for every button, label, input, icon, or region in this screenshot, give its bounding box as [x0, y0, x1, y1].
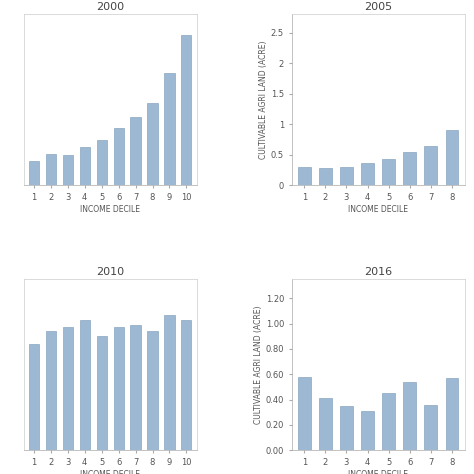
Bar — [403, 382, 416, 450]
Bar — [114, 128, 124, 185]
Bar — [446, 378, 458, 450]
X-axis label: INCOME DECILE: INCOME DECILE — [348, 470, 408, 474]
Bar — [383, 159, 395, 185]
Bar — [114, 327, 124, 450]
Bar — [29, 344, 39, 450]
Bar — [80, 147, 90, 185]
Bar — [424, 146, 437, 185]
Bar — [182, 320, 191, 450]
Bar — [97, 336, 107, 450]
Bar — [164, 315, 174, 450]
Bar — [361, 163, 374, 185]
Bar — [403, 152, 416, 185]
X-axis label: INCOME DECILE: INCOME DECILE — [80, 470, 140, 474]
Bar — [298, 167, 310, 185]
Bar — [147, 103, 157, 185]
Title: 2000: 2000 — [96, 2, 124, 12]
Bar — [147, 330, 157, 450]
Bar — [97, 140, 107, 185]
Bar — [29, 161, 39, 185]
X-axis label: INCOME DECILE: INCOME DECILE — [348, 205, 408, 214]
Bar — [46, 154, 56, 185]
Title: 2016: 2016 — [364, 267, 392, 277]
Bar — [63, 327, 73, 450]
Y-axis label: CULTIVABLE AGRI LAND (ACRE): CULTIVABLE AGRI LAND (ACRE) — [259, 40, 268, 159]
Bar — [130, 117, 141, 185]
Bar — [424, 405, 437, 450]
Bar — [319, 398, 332, 450]
Title: 2010: 2010 — [96, 267, 124, 277]
Bar — [340, 167, 353, 185]
Bar — [340, 406, 353, 450]
Bar — [383, 393, 395, 450]
X-axis label: INCOME DECILE: INCOME DECILE — [80, 205, 140, 214]
Bar — [298, 377, 310, 450]
Bar — [46, 330, 56, 450]
Bar — [182, 35, 191, 185]
Bar — [319, 168, 332, 185]
Bar — [164, 73, 174, 185]
Bar — [63, 155, 73, 185]
Y-axis label: CULTIVABLE AGRI LAND (ACRE): CULTIVABLE AGRI LAND (ACRE) — [254, 306, 263, 424]
Bar — [361, 411, 374, 450]
Bar — [446, 130, 458, 185]
Bar — [130, 326, 141, 450]
Title: 2005: 2005 — [364, 2, 392, 12]
Bar — [80, 320, 90, 450]
